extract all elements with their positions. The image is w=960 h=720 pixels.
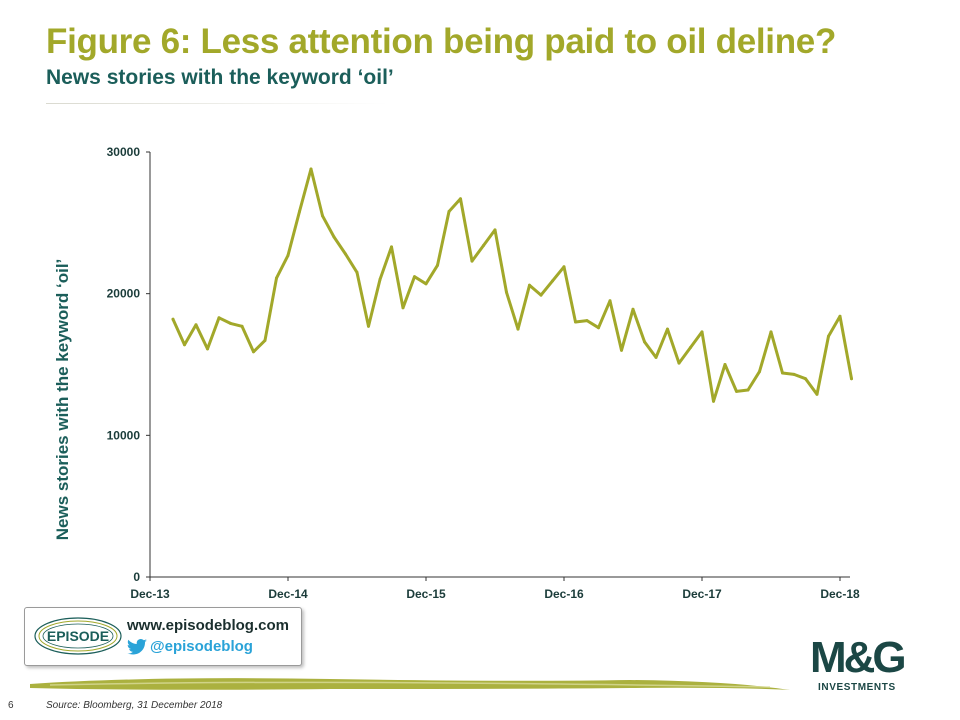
data-point bbox=[528, 283, 531, 287]
y-tick-label: 0 bbox=[133, 570, 140, 584]
y-axis-ticks: 0 10000 20000 30000 bbox=[107, 145, 150, 584]
x-tick-label: Dec-14 bbox=[268, 587, 308, 601]
title-divider bbox=[46, 103, 388, 104]
y-tick-label: 20000 bbox=[107, 287, 141, 301]
data-point bbox=[436, 263, 439, 267]
data-point bbox=[551, 279, 554, 283]
data-point bbox=[804, 377, 807, 381]
data-point bbox=[758, 370, 761, 374]
data-point bbox=[516, 327, 520, 331]
data-point bbox=[689, 346, 692, 349]
data-point bbox=[355, 270, 359, 274]
data-point bbox=[723, 363, 727, 366]
data-point bbox=[263, 338, 267, 342]
data-point bbox=[298, 210, 301, 213]
x-tick-label: Dec-16 bbox=[544, 587, 584, 601]
data-point bbox=[275, 276, 278, 280]
data-point bbox=[367, 324, 370, 328]
data-point bbox=[240, 324, 244, 328]
data-point bbox=[643, 340, 646, 344]
data-point bbox=[585, 319, 589, 323]
mg-investments-logo: M&G INVESTMENTS bbox=[810, 636, 930, 696]
data-point bbox=[712, 399, 715, 403]
brush-stroke-divider bbox=[30, 678, 790, 690]
data-point bbox=[792, 372, 796, 376]
data-point bbox=[608, 299, 612, 303]
data-point bbox=[217, 316, 221, 320]
data-point bbox=[666, 327, 669, 331]
data-point bbox=[850, 377, 853, 381]
series-line-0 bbox=[171, 167, 853, 403]
data-point bbox=[769, 330, 773, 334]
data-point bbox=[252, 350, 255, 354]
data-point bbox=[344, 252, 347, 256]
data-point bbox=[229, 321, 232, 325]
mg-logo-investments: INVESTMENTS bbox=[818, 682, 896, 693]
data-point bbox=[654, 355, 658, 359]
chart-series bbox=[171, 167, 853, 403]
data-point bbox=[378, 278, 382, 281]
y-tick-label: 30000 bbox=[107, 145, 141, 159]
data-point bbox=[194, 323, 198, 327]
twitter-handle: @episodeblog bbox=[150, 638, 253, 655]
data-point bbox=[332, 235, 336, 239]
data-point bbox=[539, 293, 543, 297]
data-point bbox=[562, 265, 566, 269]
chart-axes bbox=[149, 152, 850, 578]
data-point bbox=[574, 320, 577, 324]
episode-logo: EPISODE bbox=[34, 617, 122, 655]
data-point bbox=[401, 306, 405, 310]
chart-title: Figure 6: Less attention being paid to o… bbox=[46, 22, 837, 61]
episode-logo-text: EPISODE bbox=[47, 628, 109, 644]
x-tick-label: Dec-13 bbox=[130, 587, 170, 601]
data-point bbox=[827, 334, 830, 338]
chart-subtitle: News stories with the keyword ‘oil’ bbox=[46, 66, 394, 89]
data-point bbox=[482, 244, 485, 247]
episode-blog-banner[interactable]: EPISODE www.episodeblog.com @episodeblog bbox=[24, 607, 302, 666]
data-point bbox=[620, 348, 623, 352]
data-point bbox=[781, 371, 784, 375]
data-point bbox=[424, 282, 428, 286]
twitter-bird-icon bbox=[127, 638, 147, 654]
data-point bbox=[206, 347, 209, 351]
blog-url-link[interactable]: www.episodeblog.com bbox=[127, 617, 289, 634]
mg-logo-letters: M&G bbox=[810, 633, 907, 682]
data-point bbox=[447, 210, 451, 213]
data-point bbox=[677, 361, 681, 365]
twitter-link[interactable]: @episodeblog bbox=[127, 638, 253, 655]
data-point bbox=[505, 290, 508, 294]
x-tick-label: Dec-18 bbox=[820, 587, 860, 601]
data-point bbox=[597, 326, 600, 330]
y-tick-label: 10000 bbox=[107, 428, 141, 442]
x-tick-label: Dec-17 bbox=[682, 587, 722, 601]
source-note: Source: Bloomberg, 31 December 2018 bbox=[46, 700, 223, 711]
data-point bbox=[746, 388, 750, 392]
data-point bbox=[309, 167, 313, 171]
data-point bbox=[700, 330, 704, 334]
x-axis-ticks: Dec-13 Dec-14 Dec-15 Dec-16 Dec-17 Dec-18 bbox=[130, 577, 860, 601]
data-point bbox=[815, 392, 819, 396]
data-point bbox=[183, 343, 186, 347]
data-point bbox=[631, 307, 635, 311]
data-point bbox=[413, 275, 416, 279]
x-tick-label: Dec-15 bbox=[406, 587, 446, 601]
page-number: 6 bbox=[8, 700, 14, 711]
data-point bbox=[735, 389, 738, 393]
data-point bbox=[390, 245, 393, 249]
data-point bbox=[286, 253, 290, 257]
data-point bbox=[470, 259, 474, 263]
data-point bbox=[493, 228, 497, 232]
y-axis-label: News stories with the keyword ‘oil’ bbox=[53, 259, 72, 541]
data-point bbox=[171, 317, 175, 321]
data-point bbox=[321, 214, 324, 218]
data-point bbox=[838, 314, 842, 318]
data-point bbox=[459, 197, 462, 201]
